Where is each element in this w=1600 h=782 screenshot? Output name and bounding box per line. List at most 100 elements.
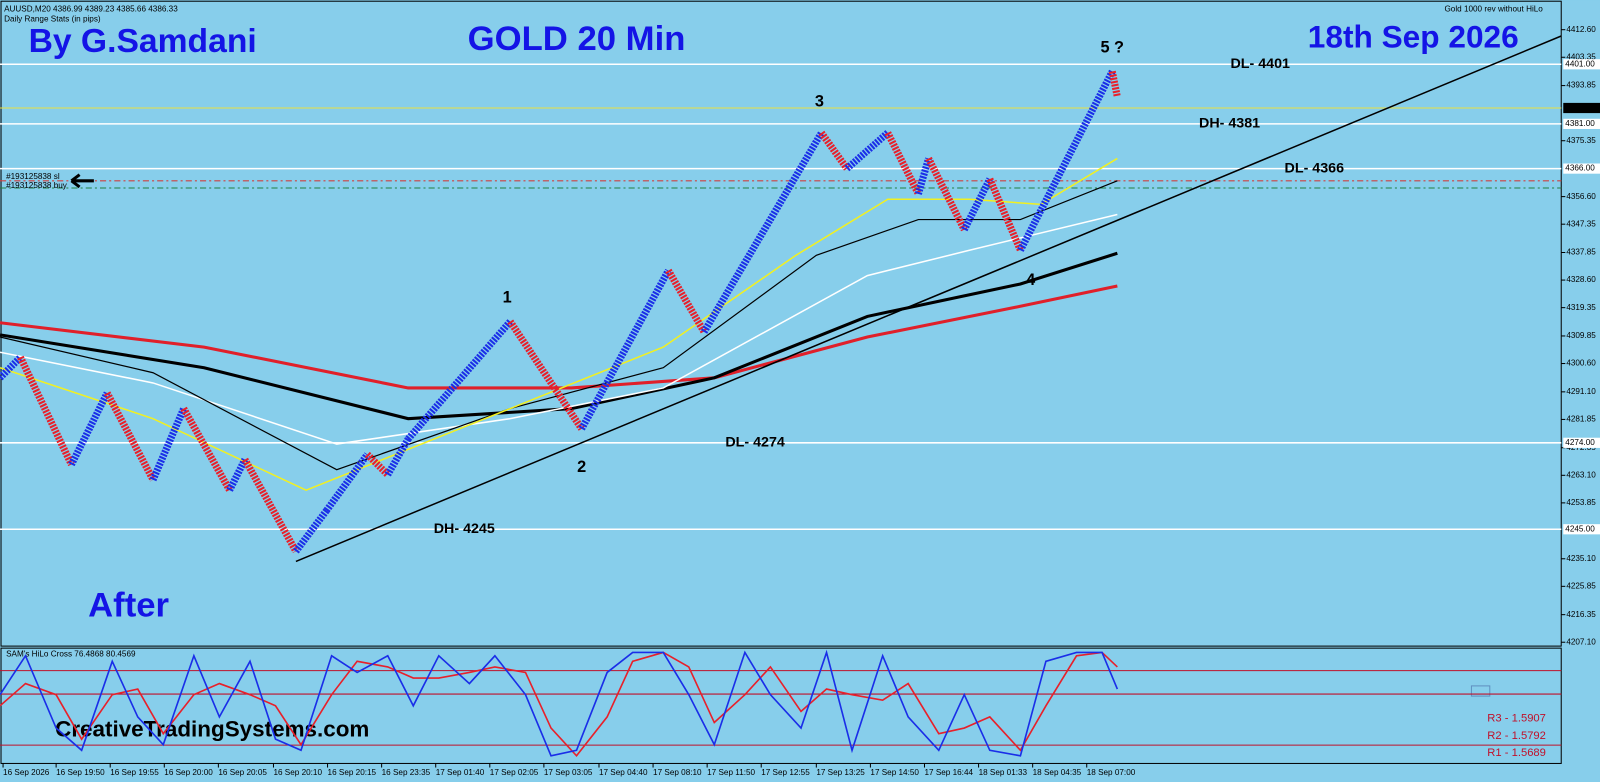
moving-averages [0, 35, 1562, 563]
level-axis-label: 4366.00 [1565, 164, 1595, 173]
price-segment [884, 131, 922, 196]
price-segment [0, 354, 23, 381]
axis-box [1563, 437, 1600, 448]
axis-box [1563, 163, 1600, 174]
y-tick-label: 4356.60 [1566, 192, 1596, 201]
y-tick-label: 4207.10 [1566, 637, 1596, 646]
price-segment [180, 406, 233, 492]
price-path [0, 69, 1121, 554]
wave-label: 2 [577, 458, 586, 476]
x-tick-label: 17 Sep 02:05 [490, 768, 539, 777]
y-tick-label: 4319.35 [1566, 303, 1596, 312]
price-segment [241, 457, 300, 554]
x-tick-label: 18 Sep 01:33 [979, 768, 1028, 777]
x-tick-label: 17 Sep 14:50 [870, 768, 919, 777]
y-tick-label: 4375.35 [1566, 136, 1596, 145]
price-segment [925, 156, 968, 232]
wave-label: 3 [815, 92, 824, 110]
order-label: #193125838 sl [6, 172, 60, 181]
level-label: DH- 4245 [434, 521, 495, 537]
price-segment [578, 268, 672, 431]
level-label: DH- 4381 [1199, 116, 1260, 132]
website: CreativeTradingSystems.com [55, 717, 369, 742]
x-tick-label: 16 Sep 20:05 [218, 768, 267, 777]
x-tick-label: 17 Sep 16:44 [924, 768, 973, 777]
y-tick-label: 4281.85 [1566, 415, 1596, 424]
wave-label: 1 [503, 289, 512, 307]
price-segment [961, 177, 993, 232]
x-tick-label: 16 Sep 19:50 [56, 768, 105, 777]
indicator-name: Gold 1000 rev without HiLo [1444, 5, 1543, 14]
y-tick-label: 4337.85 [1566, 248, 1596, 257]
level-label: DL- 4401 [1230, 56, 1290, 72]
price-segment [293, 508, 330, 554]
x-tick-label: 17 Sep 04:40 [599, 768, 648, 777]
axis-box [1563, 118, 1600, 129]
price-segment [226, 457, 249, 492]
axis-box [1563, 59, 1600, 70]
pivot-label: R1 - 1.5689 [1487, 747, 1546, 759]
axis-box [1563, 524, 1600, 535]
x-tick-label: 18 Sep 04:35 [1033, 768, 1082, 777]
y-tick-label: 4347.35 [1566, 219, 1596, 228]
caption: After [88, 586, 169, 624]
oscillator-line [0, 649, 1119, 757]
price-segment [17, 355, 75, 467]
x-tick-label: 16 Sep 20:00 [164, 768, 213, 777]
current-price-box [1563, 102, 1600, 114]
price-segment [818, 130, 850, 171]
trendline [295, 35, 1562, 563]
level-axis-label: 4274.00 [1565, 438, 1595, 447]
wave-label: 4 [1026, 271, 1035, 289]
pivot-label: R3 - 1.5907 [1487, 713, 1546, 725]
oscillator-name: SAM's HiLo Cross 76.4868 80.4569 [6, 649, 136, 658]
author: By G.Samdani [29, 23, 257, 60]
y-tick-label: 4235.10 [1566, 554, 1596, 563]
x-tick-label: 17 Sep 03:05 [544, 768, 593, 777]
x-tick-label: 16 Sep 2026 [3, 768, 50, 777]
order-arrow [70, 173, 94, 189]
x-tick-label: 16 Sep 23:35 [382, 768, 431, 777]
price-segment [665, 268, 708, 334]
y-tick-label: 4412.60 [1566, 25, 1596, 34]
overlays: DL- 4401 DH- 4381 DL- 4366 DL- 4274 DH- 4245… [6, 38, 1344, 537]
x-tick-label: 16 Sep 20:15 [328, 768, 377, 777]
x-tick-label: 17 Sep 11:50 [707, 768, 755, 777]
x-tick-label: 18 Sep 07:00 [1087, 768, 1136, 777]
price-segment [701, 131, 825, 334]
price-segment [103, 391, 157, 482]
order-label: #193125838 buy [6, 181, 68, 190]
moving-average [0, 180, 1118, 471]
price-segment [68, 391, 111, 467]
y-tick-label: 4393.85 [1566, 81, 1596, 90]
price-segment [1108, 70, 1121, 98]
x-tick-label: 17 Sep 01:40 [436, 768, 485, 777]
price-segment [507, 319, 585, 431]
panel-icon [1470, 685, 1491, 697]
y-tick-label: 4216.35 [1566, 610, 1596, 619]
x-tick-label: 17 Sep 12:55 [761, 768, 810, 777]
moving-average [0, 284, 1118, 390]
level-label: DL- 4366 [1285, 160, 1345, 176]
chart-title: GOLD 20 Min [468, 20, 686, 58]
pivot-label: R2 - 1.5792 [1487, 730, 1546, 742]
x-tick-label: 16 Sep 20:10 [273, 768, 322, 777]
price-segment [1017, 69, 1116, 252]
range-stats: Daily Range Stats (in pips) [4, 15, 101, 24]
y-tick-label: 4225.85 [1566, 581, 1596, 590]
price-segment [844, 130, 891, 172]
level-axis-label: 4381.00 [1565, 119, 1595, 128]
level-label: DL- 4274 [725, 435, 785, 451]
price-segment [914, 157, 933, 195]
date-label: 18th Sep 2026 [1308, 18, 1519, 54]
x-tick-label: 16 Sep 19:55 [110, 768, 159, 777]
y-tick-label: 4300.60 [1566, 359, 1596, 368]
moving-average [0, 157, 1118, 492]
y-tick-label: 4263.10 [1566, 470, 1596, 479]
y-tick-label: 4403.35 [1566, 52, 1596, 61]
price-segment [323, 452, 371, 513]
level-axis-label: 4401.00 [1565, 59, 1595, 68]
